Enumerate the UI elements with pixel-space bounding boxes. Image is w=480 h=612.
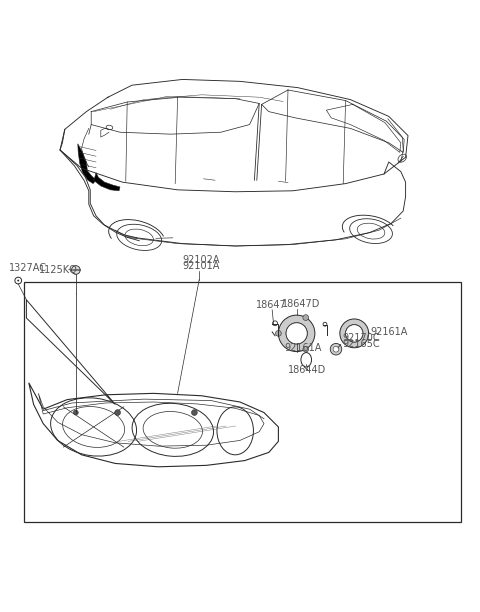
Circle shape bbox=[333, 346, 339, 352]
Bar bbox=[24, 282, 461, 522]
Text: 18644D: 18644D bbox=[288, 365, 326, 375]
Text: 92102A: 92102A bbox=[182, 255, 220, 265]
Text: 92170C: 92170C bbox=[343, 334, 380, 343]
Circle shape bbox=[346, 325, 363, 342]
Polygon shape bbox=[94, 173, 120, 191]
Text: 18647: 18647 bbox=[256, 300, 287, 310]
Circle shape bbox=[286, 323, 307, 344]
Circle shape bbox=[115, 409, 120, 416]
Circle shape bbox=[303, 315, 309, 321]
Text: 92101A: 92101A bbox=[182, 261, 220, 272]
Text: 1327AC: 1327AC bbox=[9, 263, 47, 274]
Text: 1125KQ: 1125KQ bbox=[39, 264, 78, 275]
Circle shape bbox=[192, 409, 197, 416]
Polygon shape bbox=[78, 144, 96, 184]
Polygon shape bbox=[29, 382, 278, 467]
Circle shape bbox=[17, 280, 19, 282]
Text: 92165C: 92165C bbox=[343, 339, 380, 349]
Circle shape bbox=[303, 346, 309, 352]
Text: 18647D: 18647D bbox=[282, 299, 320, 309]
Circle shape bbox=[72, 266, 80, 274]
Circle shape bbox=[73, 410, 78, 415]
Circle shape bbox=[330, 343, 342, 355]
Text: 92161A: 92161A bbox=[371, 327, 408, 337]
Circle shape bbox=[276, 330, 281, 336]
Text: 92161A: 92161A bbox=[284, 343, 322, 354]
